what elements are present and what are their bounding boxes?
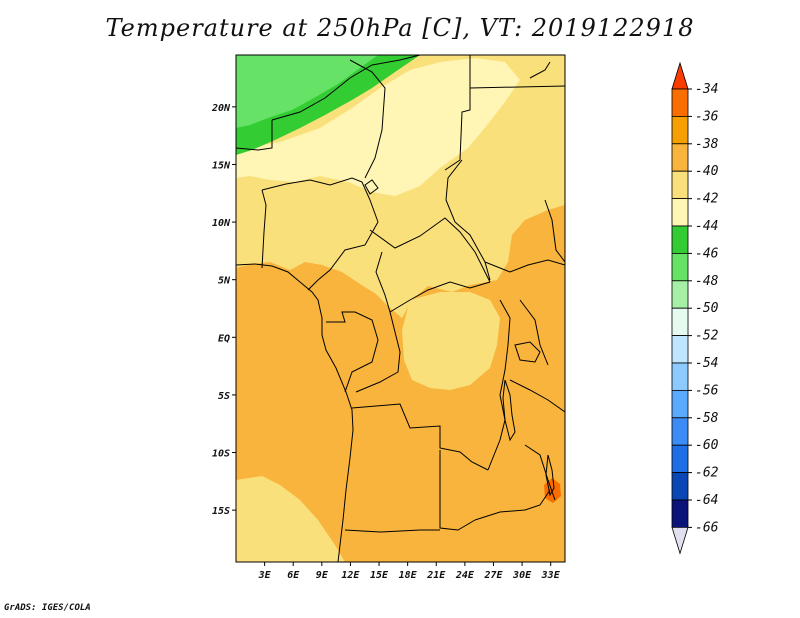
- lon-tick-label: 27E: [483, 570, 503, 581]
- border-drc-angola: [351, 403, 489, 471]
- red-sea-coast: [529, 61, 551, 79]
- colorbar-top-arrow: [671, 61, 689, 90]
- field-region-42: [236, 58, 520, 196]
- colorbar-swatch: [671, 198, 689, 227]
- colorbar-label: -38: [695, 137, 719, 152]
- colorbar-label: -48: [695, 274, 719, 289]
- lake-chad: [364, 179, 379, 195]
- colorbar-swatch: [671, 417, 689, 446]
- lon-tick-label: 18E: [399, 570, 418, 581]
- lon-tick-label: 12E: [341, 570, 360, 581]
- lon-tick-label: 33E: [541, 570, 561, 581]
- colorbar-swatch: [671, 444, 689, 474]
- border-gabon-congo: [326, 311, 379, 393]
- border-nigeria-niger: [261, 177, 379, 223]
- lon-tick-label: 3E: [258, 570, 272, 581]
- lake-tanganyika: [502, 379, 516, 442]
- lon-tick-label: 24E: [455, 570, 475, 581]
- lat-tick-label: 15S: [212, 506, 230, 517]
- colorbar-label: -36: [695, 109, 719, 124]
- border-zambia-south: [474, 489, 551, 521]
- colorbar-label: -46: [695, 246, 719, 261]
- lon-tick-label: 21E: [426, 570, 446, 581]
- border-congo-drc: [355, 311, 401, 393]
- lat-tick-label: 10N: [212, 218, 231, 229]
- colorbar-label: -42: [695, 192, 719, 207]
- colorbar: -34 -36 -38 -40 -42 -44 -46 -48 -50 -52 -54 -56 -58 -…: [671, 61, 719, 555]
- border-tanzania: [509, 379, 565, 413]
- border-egypt-sudan: [469, 85, 565, 89]
- colorbar-swatch: [671, 225, 689, 254]
- lon-tick-label: 9E: [316, 570, 329, 581]
- border-zambia-malawi: [524, 444, 556, 501]
- colorbar-swatch: [671, 307, 689, 337]
- lake-victoria: [514, 341, 541, 363]
- grads-credit: GrADS: IGES/COLA: [4, 603, 91, 613]
- border-mali-niger: [236, 120, 273, 151]
- border-uganda-kenya: [519, 299, 549, 366]
- border-sudan-south: [484, 259, 565, 273]
- colorbar-label: -60: [695, 438, 719, 453]
- border-cameroon-car: [375, 251, 391, 313]
- colorbar-swatch: [671, 362, 689, 391]
- border-east-edge: [544, 199, 565, 263]
- latitude-axis: 20N 15N 10N 5N EQ 5S 10S 15S: [211, 103, 236, 517]
- lon-tick-label: 6E: [287, 570, 300, 581]
- colorbar-label: -34: [695, 82, 718, 97]
- colorbar-swatch: [671, 116, 689, 145]
- colorbar-swatch: [671, 472, 689, 501]
- lat-tick-label: 5N: [218, 276, 231, 287]
- map-title: Temperature at 250hPa [C], VT: 201912291…: [105, 14, 695, 42]
- colorbar-label: -44: [695, 219, 718, 234]
- colorbar-label: -62: [695, 466, 719, 481]
- colorbar-label: -58: [695, 411, 719, 426]
- longitude-axis: 3E 6E 9E 12E 15E 18E 21E 24E 27E 30E 33E: [258, 562, 561, 581]
- border-nigeria-cameroon: [307, 221, 379, 291]
- border-libya-sudan: [444, 55, 471, 171]
- colorbar-label: -52: [695, 329, 719, 344]
- lat-tick-label: EQ: [218, 333, 230, 344]
- coastline-west: [236, 263, 354, 562]
- lat-tick-label: 15N: [212, 160, 231, 171]
- colorbar-label: -64: [695, 493, 718, 508]
- colorbar-swatch: [671, 252, 689, 282]
- colorbar-swatch: [671, 499, 689, 528]
- lat-tick-label: 5S: [218, 391, 230, 402]
- colorbar-swatch: [671, 389, 689, 419]
- colorbar-label: -40: [695, 164, 719, 179]
- border-car-drc: [389, 281, 491, 313]
- border-chad-car: [369, 217, 491, 283]
- lon-tick-label: 15E: [370, 570, 389, 581]
- lake-malawi: [545, 454, 555, 497]
- border-niger-algeria: [271, 55, 421, 121]
- colorbar-swatch: [671, 143, 689, 172]
- temperature-field: [236, 55, 565, 562]
- colorbar-bottom-arrow: [671, 527, 689, 555]
- border-benin: [261, 189, 267, 269]
- border-drc-east: [487, 299, 511, 471]
- border-angola-namibia: [344, 529, 440, 533]
- colorbar-swatch: [671, 280, 689, 309]
- field-region-40-congo: [402, 292, 500, 390]
- colorbar-swatch: [671, 335, 689, 364]
- colorbar-label: -50: [695, 301, 719, 316]
- colorbar-swatch: [671, 170, 689, 199]
- lat-tick-label: 10S: [212, 449, 230, 460]
- border-niger-libya: [349, 59, 386, 179]
- lat-tick-label: 20N: [211, 103, 231, 114]
- border-angola-zambia: [439, 450, 476, 531]
- map-frame: [235, 54, 566, 563]
- country-borders: [236, 55, 565, 562]
- colorbar-swatch: [671, 88, 689, 117]
- colorbar-label: -56: [695, 383, 719, 398]
- field-region-40-south: [236, 476, 345, 562]
- lon-tick-label: 30E: [512, 570, 532, 581]
- colorbar-label: -54: [695, 356, 718, 371]
- colorbar-label: -66: [695, 520, 719, 535]
- field-region-46: [236, 55, 378, 128]
